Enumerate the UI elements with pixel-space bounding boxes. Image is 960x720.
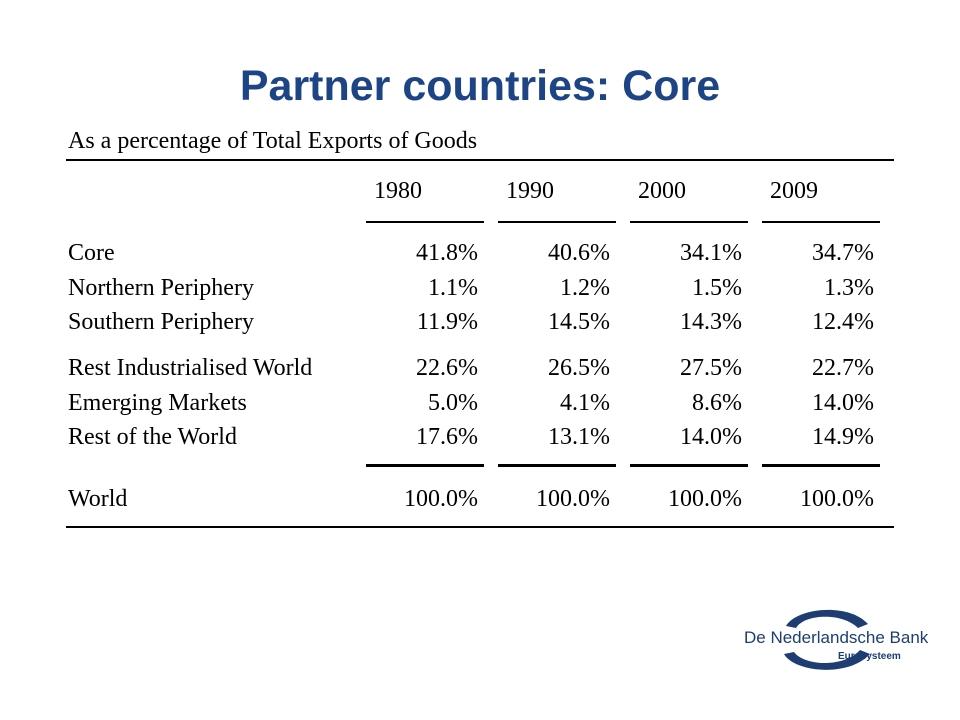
table-cell: 40.6%: [548, 240, 610, 266]
table-cell: 14.0%: [812, 390, 874, 416]
table-cell: 1.3%: [824, 275, 874, 301]
total-rule: [498, 464, 616, 467]
table-cell: 100.0%: [404, 486, 478, 512]
table-cell: 100.0%: [668, 486, 742, 512]
table-cell: 14.9%: [812, 424, 874, 450]
table-cell: 22.6%: [416, 355, 478, 381]
row-label-core: Core: [68, 240, 115, 266]
table-cell: 22.7%: [812, 355, 874, 381]
table-cell: 26.5%: [548, 355, 610, 381]
table-cell: 8.6%: [692, 390, 742, 416]
page-title: Partner countries: Core: [239, 62, 721, 110]
table-cell: 14.5%: [548, 309, 610, 335]
column-header-2009: 2009: [770, 178, 818, 204]
total-rule: [762, 464, 880, 467]
table-top-rule: [66, 159, 894, 161]
table-cell: 27.5%: [680, 355, 742, 381]
table-cell: 13.1%: [548, 424, 610, 450]
table-cell: 41.8%: [416, 240, 478, 266]
header-underline: [366, 221, 484, 223]
table-cell: 11.9%: [416, 309, 478, 335]
total-rule: [630, 464, 748, 467]
table-subtitle: As a percentage of Total Exports of Good…: [68, 128, 478, 154]
table-cell: 1.1%: [428, 275, 478, 301]
row-label-rest-of-the-world: Rest of the World: [68, 424, 237, 450]
table-cell: 5.0%: [428, 390, 478, 416]
logo-subtitle: Eurosysteem: [838, 651, 901, 662]
table-cell: 14.0%: [680, 424, 742, 450]
table-cell: 100.0%: [800, 486, 874, 512]
header-underline: [630, 221, 748, 223]
table-cell: 34.7%: [812, 240, 874, 266]
row-label-northern-periphery: Northern Periphery: [68, 275, 254, 301]
column-header-1980: 1980: [374, 178, 422, 204]
column-header-2000: 2000: [638, 178, 686, 204]
row-label-world: World: [68, 486, 128, 512]
table-cell: 100.0%: [536, 486, 610, 512]
header-underline: [762, 221, 880, 223]
column-header-1990: 1990: [506, 178, 554, 204]
row-label-rest-industrialised-world: Rest Industrialised World: [68, 355, 313, 381]
header-underline: [498, 221, 616, 223]
table-cell: 34.1%: [680, 240, 742, 266]
table-cell: 4.1%: [560, 390, 610, 416]
row-label-southern-periphery: Southern Periphery: [68, 309, 254, 335]
table-cell: 14.3%: [680, 309, 742, 335]
table-cell: 17.6%: [416, 424, 478, 450]
table-cell: 1.2%: [560, 275, 610, 301]
dnb-logo-icon: [784, 609, 870, 670]
table-cell: 1.5%: [692, 275, 742, 301]
row-label-emerging-markets: Emerging Markets: [68, 390, 247, 416]
total-rule: [366, 464, 484, 467]
logo-name: De Nederlandsche Bank: [744, 628, 929, 647]
table-cell: 12.4%: [812, 309, 874, 335]
table-bottom-rule: [66, 526, 894, 528]
